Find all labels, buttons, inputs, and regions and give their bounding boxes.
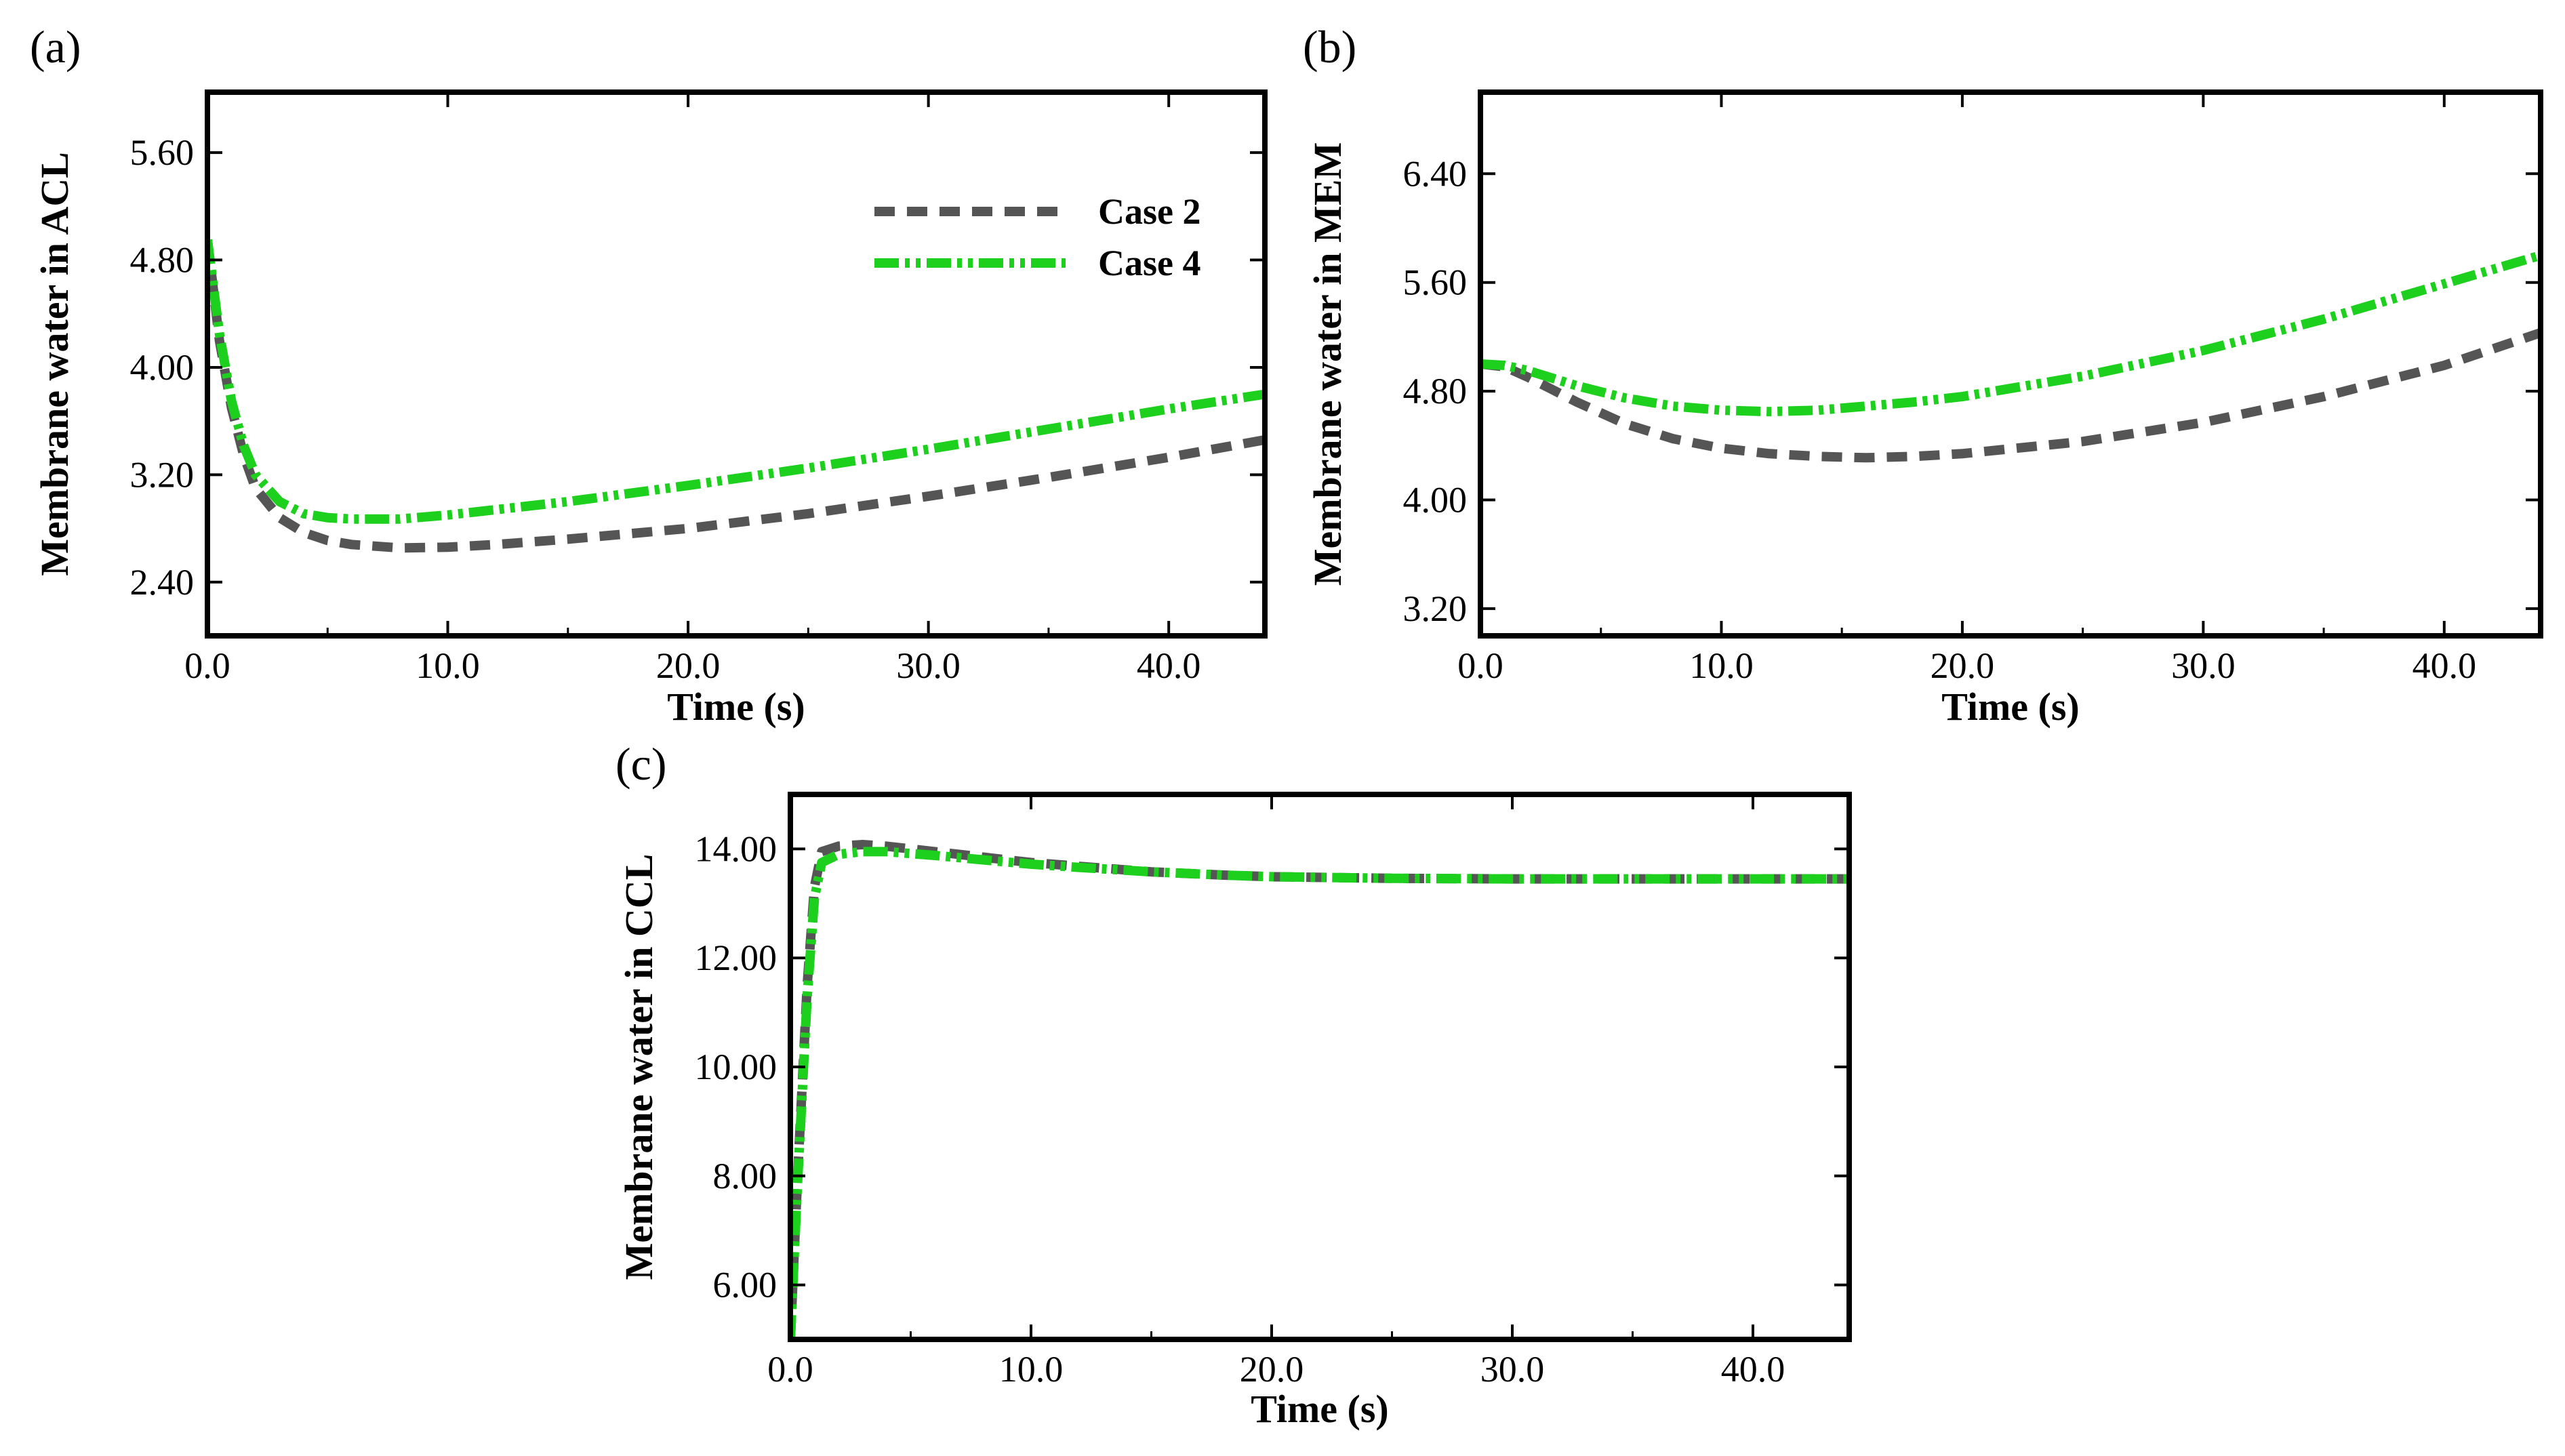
x-tick-label: 40.0 [2412,645,2477,686]
y-axis-title: Membrane water in MEM [1306,142,1350,586]
x-tick-label: 20.0 [1931,645,1995,686]
legend-label: Case 2 [1098,191,1200,232]
y-tick-label: 5.60 [1403,262,1468,303]
x-tick-label: 10.0 [999,1349,1064,1390]
panel-label: (a) [30,21,81,73]
x-tick-label: 10.0 [1689,645,1754,686]
x-tick-label: 30.0 [2171,645,2236,686]
y-tick-label: 6.40 [1403,153,1468,194]
axes-frame [205,89,1268,639]
x-tick-label: 10.0 [416,645,480,686]
series-line-case-2 [790,840,1849,1339]
panel-b-mem: (b) 0.0 10.0 20.0 30.0 40.0 3.20 4.00 4.80 5.60 6.… [1303,21,2543,729]
panel-label: (b) [1303,21,1356,73]
x-tick-label: 20.0 [1240,1349,1304,1390]
y-tick-label: 3.20 [130,454,195,495]
x-tick-label: 40.0 [1721,1349,1785,1390]
legend-label: Case 4 [1098,243,1200,283]
x-tick-label: 20.0 [656,645,721,686]
panel-c-ccl: (c) 0.0 10.0 20.0 30.0 40.0 6.00 8.00 10.00 12.00… [615,738,1852,1431]
y-tick-label: 3.20 [1403,588,1468,629]
x-axis-title: Time (s) [1251,1387,1389,1431]
x-axis-title: Time (s) [1941,685,2080,729]
y-tick-label: 5.60 [130,132,195,173]
panel-a-acl: (a) 0.0 10.0 20.0 30.0 40.0 2.40 3.20 4.00 4.80 5.… [30,21,1268,729]
x-tick-label: 0.0 [1457,645,1503,686]
y-tick-label: 6.00 [713,1265,777,1306]
axes-frame [1478,89,2543,639]
x-axis-title: Time (s) [667,685,805,729]
series-line-case-4 [207,239,1265,524]
series-line-case-4 [790,847,1849,1339]
y-axis-title: Membrane water in CCL [617,854,661,1280]
plot-area [1480,250,2541,463]
series-line-case-2 [207,239,1265,553]
x-tick-label: 0.0 [767,1349,813,1390]
series-line-case-4 [1480,250,2541,417]
plot-area [207,239,1265,553]
y-tick-label: 10.00 [695,1047,777,1087]
y-tick-label: 4.00 [130,347,195,388]
x-tick-label: 0.0 [184,645,230,686]
y-tick-label: 4.00 [1403,480,1468,521]
plot-area [790,840,1849,1339]
y-tick-label: 14.00 [695,828,777,869]
y-axis-title: Membrane water in ACL [33,152,77,576]
legend: Case 2 Case 4 [874,191,1200,283]
axes-frame [788,792,1852,1342]
panel-label: (c) [615,738,666,790]
x-tick-label: 30.0 [896,645,961,686]
y-tick-label: 12.00 [695,937,777,978]
y-tick-label: 8.00 [713,1156,777,1196]
y-tick-label: 4.80 [130,240,195,281]
x-tick-label: 40.0 [1137,645,1201,686]
series-line-case-2 [1480,328,2541,463]
x-tick-label: 30.0 [1480,1349,1545,1390]
y-tick-label: 4.80 [1403,371,1468,411]
y-tick-label: 2.40 [130,562,195,603]
